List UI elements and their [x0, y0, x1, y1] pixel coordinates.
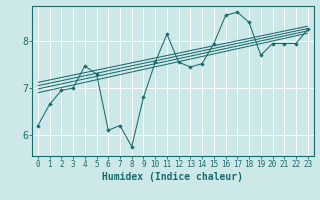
- Point: [94, 72, 99, 76]
- Point: [106, 129, 111, 132]
- Point: [153, 61, 158, 64]
- Point: [235, 10, 240, 14]
- Point: [47, 103, 52, 106]
- Point: [223, 14, 228, 17]
- Point: [282, 42, 287, 45]
- Point: [200, 62, 205, 65]
- Point: [129, 145, 134, 148]
- Point: [293, 42, 299, 45]
- Point: [164, 33, 170, 36]
- Point: [305, 28, 310, 31]
- Point: [59, 89, 64, 92]
- Point: [176, 61, 181, 64]
- Point: [270, 42, 275, 45]
- Point: [141, 96, 146, 99]
- Point: [117, 124, 123, 127]
- X-axis label: Humidex (Indice chaleur): Humidex (Indice chaleur): [102, 172, 243, 182]
- Point: [188, 65, 193, 69]
- Point: [246, 21, 252, 24]
- Point: [35, 124, 40, 127]
- Point: [211, 42, 216, 45]
- Point: [258, 54, 263, 57]
- Point: [70, 86, 76, 90]
- Point: [82, 64, 87, 68]
